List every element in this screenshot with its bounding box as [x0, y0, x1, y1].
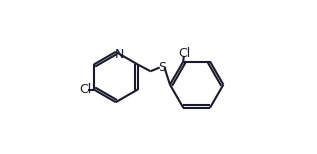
Text: S: S	[158, 61, 166, 74]
Text: N: N	[114, 48, 124, 61]
Text: Cl: Cl	[80, 83, 92, 96]
Text: Cl: Cl	[178, 47, 190, 60]
